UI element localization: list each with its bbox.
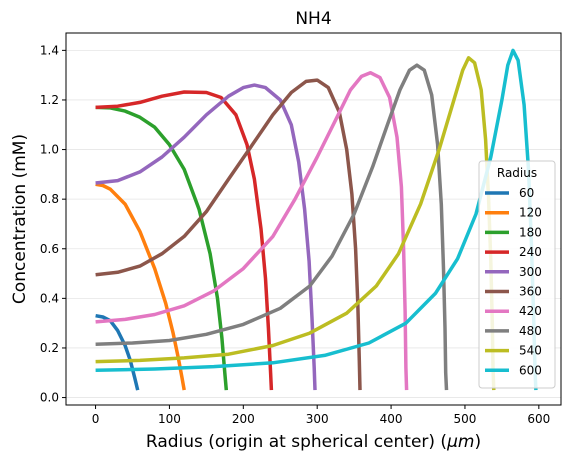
x-tick-label: 500 [454, 412, 477, 426]
x-tick-label: 0 [92, 412, 100, 426]
legend-label-300: 300 [519, 265, 542, 279]
series-line-300 [95, 83, 317, 391]
x-tick-label: 600 [527, 412, 550, 426]
series-line-240 [95, 90, 274, 391]
chart-title: NH4 [295, 9, 331, 29]
x-axis-label-close: ) [474, 432, 481, 452]
x-axis-label-text: Radius (origin at spherical center) ( [146, 432, 447, 452]
x-axis-label-unit: μm [446, 432, 474, 452]
y-axis-label: Concentration (mM) [10, 134, 30, 304]
legend-label-180: 180 [519, 225, 542, 239]
y-tick-label: 0.0 [40, 391, 59, 405]
legend-label-60: 60 [519, 186, 534, 200]
x-tick-label: 200 [232, 412, 255, 426]
y-tick-label: 0.2 [40, 341, 59, 355]
legend-label-480: 480 [519, 324, 542, 338]
series-line-180 [95, 105, 229, 391]
legend-label-120: 120 [519, 206, 542, 220]
legend-label-420: 420 [519, 304, 542, 318]
legend-label-240: 240 [519, 245, 542, 259]
series-line-420 [95, 70, 409, 391]
series-line-360 [95, 78, 362, 391]
legend-box [478, 160, 556, 389]
x-tick-label: 100 [158, 412, 181, 426]
series-group [95, 48, 538, 391]
x-axis-label: Radius (origin at spherical center) (μm) [146, 432, 481, 452]
y-tick-label: 0.6 [40, 242, 59, 256]
y-tick-label: 0.4 [40, 291, 59, 305]
series-line-480 [95, 63, 449, 391]
legend-label-600: 600 [519, 363, 542, 377]
legend-title: Radius [497, 166, 537, 180]
legend-label-360: 360 [519, 285, 542, 299]
legend: Radius 60 120 180 240 300 360 420 480 540 600 [478, 160, 556, 389]
plot-frame [65, 32, 562, 406]
series-line-120 [95, 182, 186, 391]
y-tick-label: 1.4 [40, 43, 59, 57]
series-line-60 [95, 313, 140, 391]
x-tick-label: 300 [306, 412, 329, 426]
ticks: 0 100 200 300 400 500 600 0.0 0.2 0.4 0.6 0.8 1.0 1.2… [40, 43, 550, 426]
x-tick-label: 400 [380, 412, 403, 426]
y-tick-label: 1.0 [40, 143, 59, 157]
y-tick-label: 1.2 [40, 93, 59, 107]
legend-label-540: 540 [519, 344, 542, 358]
y-tick-label: 0.8 [40, 192, 59, 206]
